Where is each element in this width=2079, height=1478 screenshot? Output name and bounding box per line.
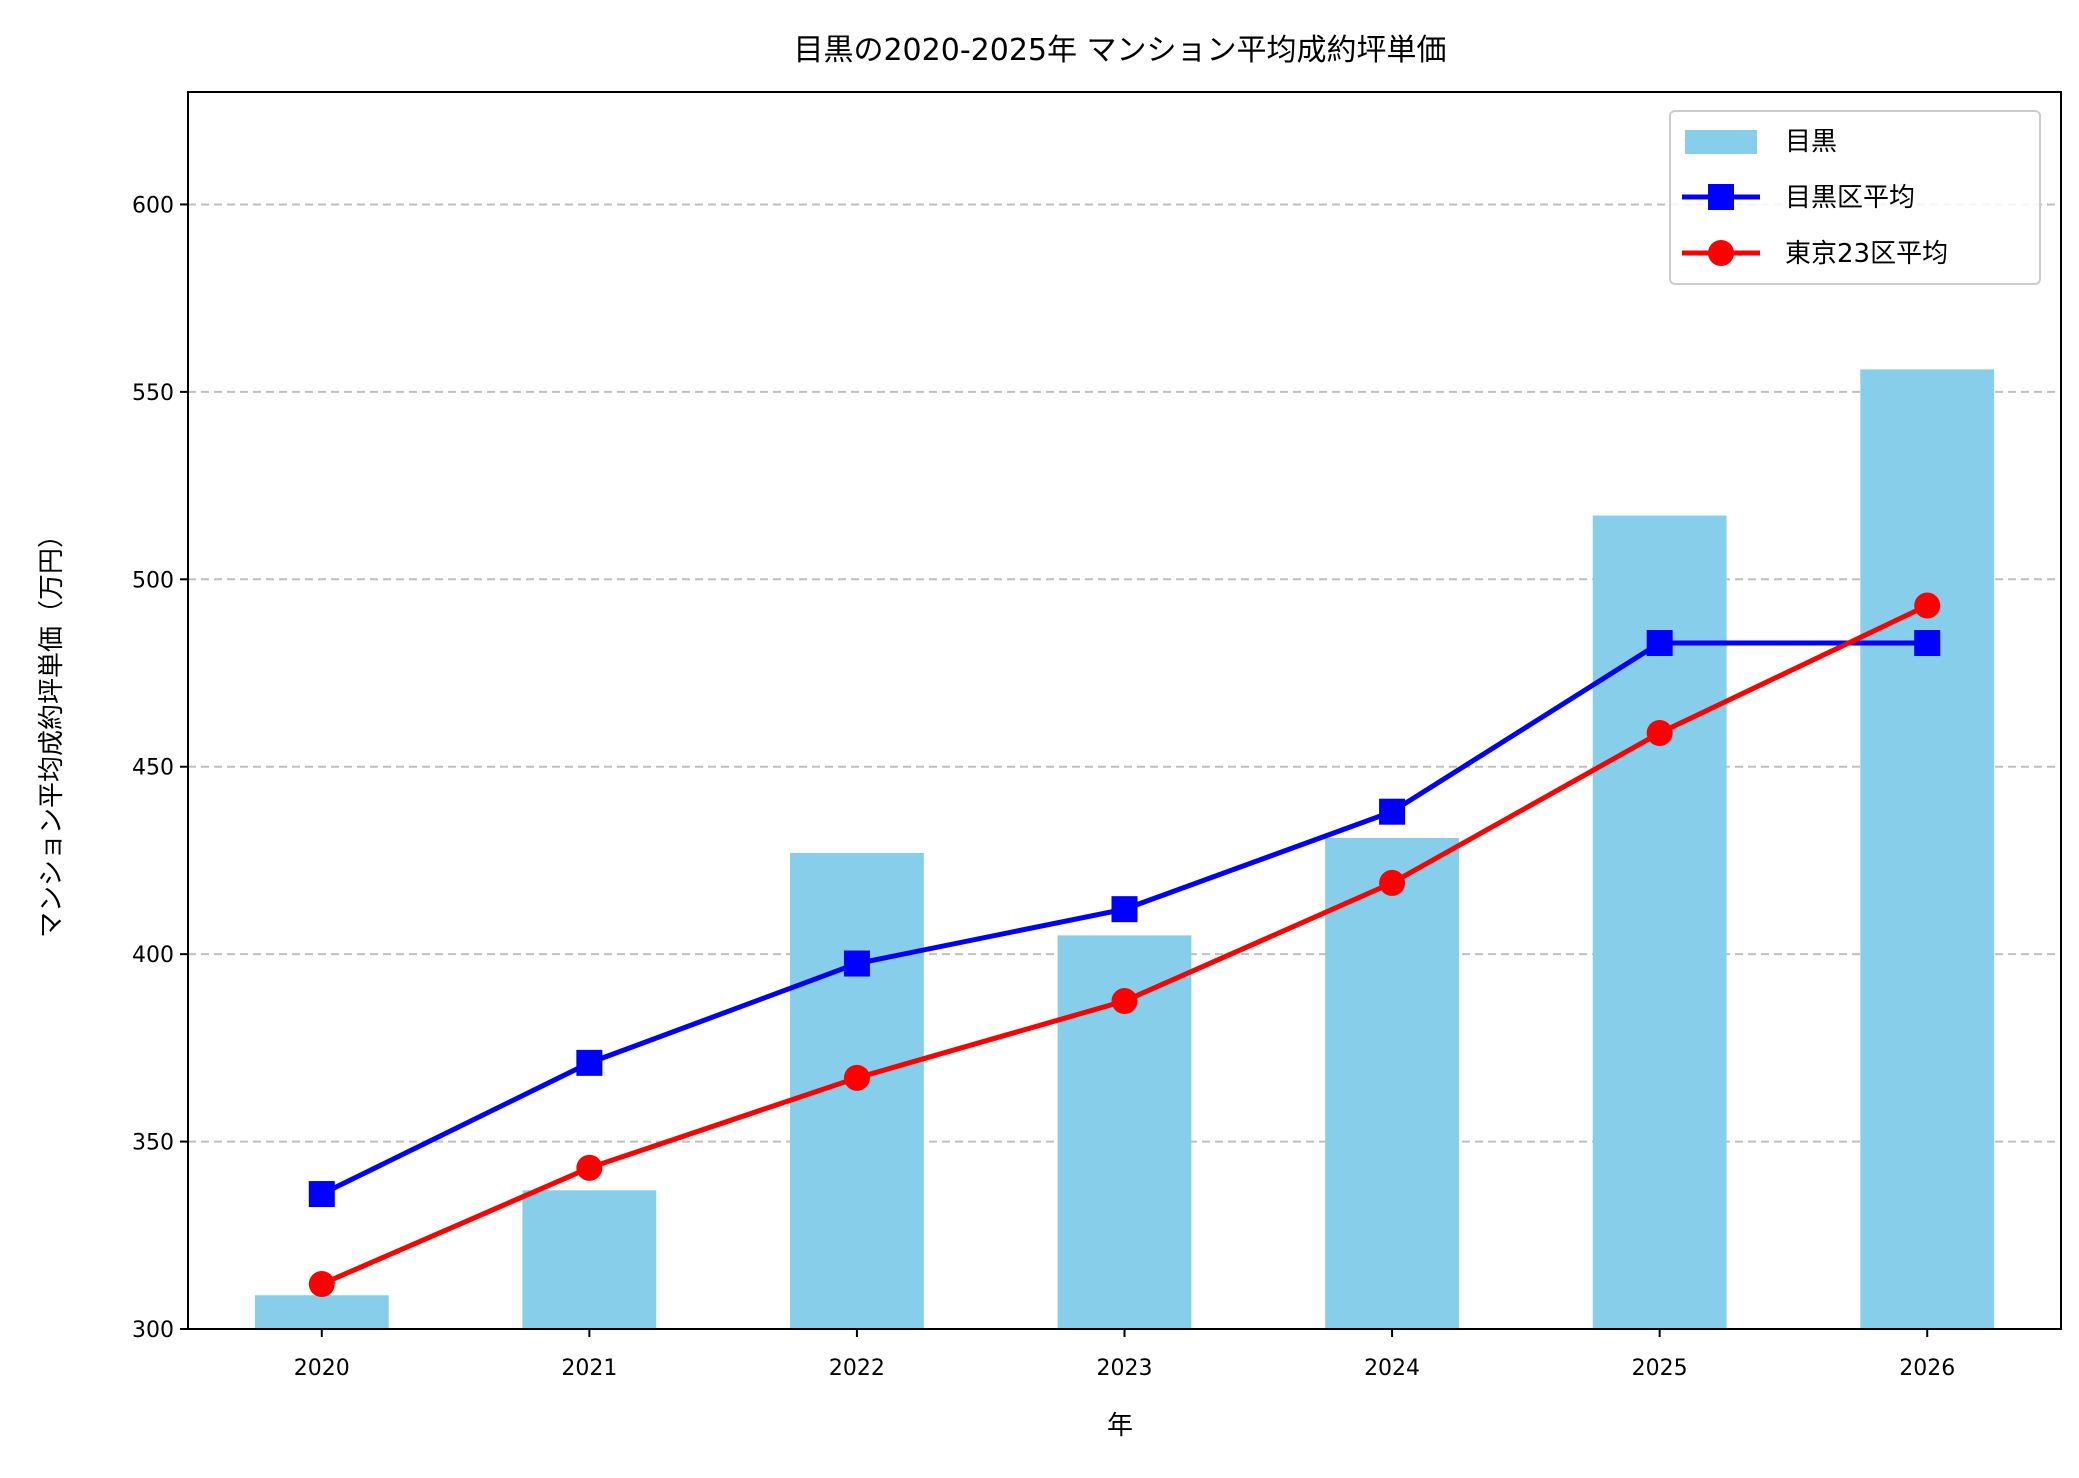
x-tick-label: 2024	[1364, 1356, 1420, 1381]
data-point-square	[308, 1181, 335, 1208]
bar	[1860, 369, 1995, 1329]
legend-swatch-bar	[1685, 130, 1757, 154]
legend-label: 目黒区平均	[1785, 183, 1915, 213]
bar	[522, 1190, 657, 1329]
data-point-circle	[1646, 719, 1673, 746]
y-tick-label: 600	[132, 193, 174, 218]
x-axis-label: 年	[1107, 1411, 1133, 1441]
legend-marker-circle	[1708, 240, 1734, 266]
y-tick-label: 400	[132, 943, 174, 968]
lines	[308, 592, 1941, 1298]
data-point-square	[1379, 798, 1406, 825]
grid	[188, 203, 2061, 1143]
data-point-square	[1111, 896, 1138, 923]
bar	[1325, 837, 1459, 1329]
data-point-square	[843, 950, 870, 977]
legend-marker-square	[1708, 184, 1734, 210]
data-point-circle	[1111, 988, 1138, 1015]
x-tick-label: 2020	[294, 1356, 350, 1381]
bar	[254, 1295, 389, 1329]
y-tick-label: 550	[132, 381, 174, 406]
data-point-circle	[1379, 869, 1406, 896]
data-point-circle	[308, 1271, 335, 1298]
legend-label: 目黒	[1785, 127, 1837, 157]
x-tick-label: 2025	[1632, 1356, 1688, 1381]
data-point-square	[1646, 630, 1673, 657]
bars	[254, 369, 1995, 1329]
data-point-circle	[576, 1154, 603, 1181]
legend-label: 東京23区平均	[1785, 239, 1948, 269]
y-tick-label: 450	[132, 756, 174, 781]
y-tick-label: 350	[132, 1131, 174, 1156]
x-tick-label: 2026	[1899, 1356, 1955, 1381]
legend-frame	[1669, 110, 2041, 285]
y-ticks: 300 350 400 450 500 550 600	[132, 193, 188, 1343]
data-point-square	[1914, 630, 1941, 657]
y-axis-label: マンション平均成約坪単価（万円）	[37, 522, 67, 938]
y-tick-label: 300	[132, 1318, 174, 1343]
data-point-square	[576, 1049, 603, 1076]
data-point-circle	[843, 1064, 870, 1091]
y-tick-label: 500	[132, 568, 174, 593]
x-ticks: 2020 2021 2022 2023 2024 2025 2026	[294, 1329, 1955, 1381]
chart-title: 目黒の2020-2025年 マンション平均成約坪単価	[793, 33, 1446, 68]
data-point-circle	[1914, 592, 1941, 619]
x-tick-label: 2023	[1097, 1356, 1153, 1381]
x-tick-label: 2021	[561, 1356, 617, 1381]
x-tick-label: 2022	[829, 1356, 885, 1381]
